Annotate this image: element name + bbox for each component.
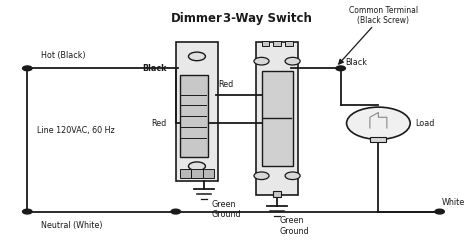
Text: Black: Black	[142, 64, 166, 73]
Circle shape	[336, 66, 346, 71]
Text: Dimmer: Dimmer	[171, 12, 223, 25]
Bar	[262, 41, 269, 46]
Bar	[273, 41, 281, 46]
Circle shape	[23, 66, 32, 71]
Circle shape	[285, 172, 300, 180]
Text: Green
Ground: Green Ground	[211, 200, 241, 219]
Text: Black: Black	[346, 58, 367, 67]
Circle shape	[171, 209, 181, 214]
Bar	[191, 169, 202, 178]
Text: Neutral (White): Neutral (White)	[41, 221, 103, 230]
Bar	[203, 169, 214, 178]
Bar	[176, 42, 218, 181]
Bar	[262, 71, 292, 166]
Circle shape	[435, 209, 444, 214]
Circle shape	[254, 172, 269, 180]
Text: Green
Ground: Green Ground	[279, 216, 309, 236]
Text: Hot (Black): Hot (Black)	[41, 51, 86, 60]
Bar	[285, 41, 292, 46]
Text: Red: Red	[151, 119, 166, 128]
Bar	[180, 75, 208, 157]
Text: 3-Way Switch: 3-Way Switch	[223, 12, 312, 25]
Bar	[273, 191, 281, 197]
Text: Red: Red	[218, 80, 233, 89]
Bar	[256, 42, 298, 195]
Circle shape	[189, 52, 205, 61]
Text: White: White	[442, 198, 465, 207]
Bar	[180, 169, 191, 178]
Circle shape	[23, 209, 32, 214]
Bar	[370, 137, 386, 142]
Text: Common Terminal
(Black Screw): Common Terminal (Black Screw)	[348, 6, 418, 25]
Text: Line 120VAC, 60 Hz: Line 120VAC, 60 Hz	[36, 126, 115, 135]
Circle shape	[346, 107, 410, 139]
Text: Load: Load	[415, 119, 434, 128]
Circle shape	[285, 57, 300, 65]
Circle shape	[254, 57, 269, 65]
Circle shape	[189, 162, 205, 171]
